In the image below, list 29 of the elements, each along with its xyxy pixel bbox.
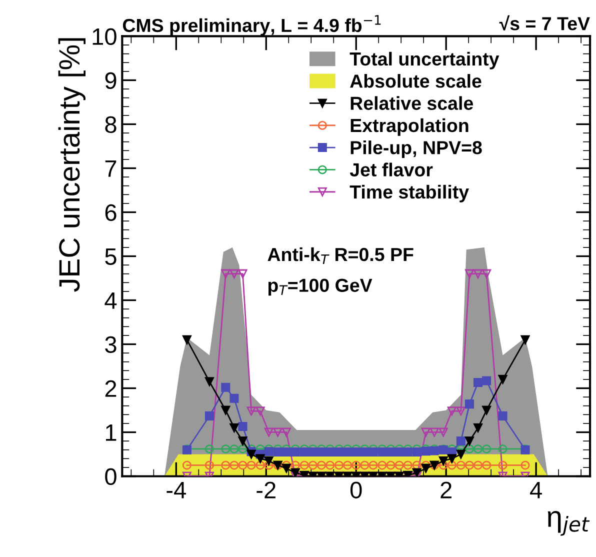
legend-label: Jet flavor <box>350 162 433 176</box>
y-tick-label: 6 <box>105 204 116 222</box>
y-tick-label: 1 <box>106 424 116 441</box>
y-axis-title: JEC uncertainty [%] <box>58 38 86 292</box>
x-tick-label: -4 <box>166 482 186 498</box>
y-tick-label: 0 <box>105 468 116 486</box>
legend-label: Pile-up, NPV=8 <box>350 140 482 158</box>
y-tick-label: 7 <box>105 160 116 177</box>
chart-title: CMS preliminary, L = 4.9 fb$^{−1}$ <box>122 15 381 36</box>
x-tick-label: 2 <box>440 482 452 498</box>
legend-label: Time stability <box>350 184 469 202</box>
legend-label: Total uncertainty <box>350 52 500 70</box>
x-axis-title: η$_{jet}$ <box>548 511 590 536</box>
y-tick-label: 3 <box>105 336 116 354</box>
legend-label: Extrapolation <box>350 118 468 136</box>
x-tick-label: 4 <box>530 482 542 498</box>
legend-label: Relative scale <box>350 96 473 110</box>
y-tick-label: 5 <box>105 248 116 266</box>
x-tick-label: -2 <box>256 482 276 498</box>
annotation: Anti-k$_{T}$ R=0.5 PF <box>268 247 414 264</box>
text: √s = 7 TeV <box>499 15 590 30</box>
annotation: p$_{T}$=100 GeV <box>268 278 372 296</box>
y-tick-label: 4 <box>104 292 117 309</box>
y-tick-label: 10 <box>92 28 116 45</box>
y-tick-label: 9 <box>105 72 116 89</box>
y-tick-label: 2 <box>105 380 116 397</box>
x-tick-label: 0 <box>350 482 362 498</box>
y-tick-label: 8 <box>105 116 116 133</box>
legend-label: Absolute scale <box>350 74 482 88</box>
